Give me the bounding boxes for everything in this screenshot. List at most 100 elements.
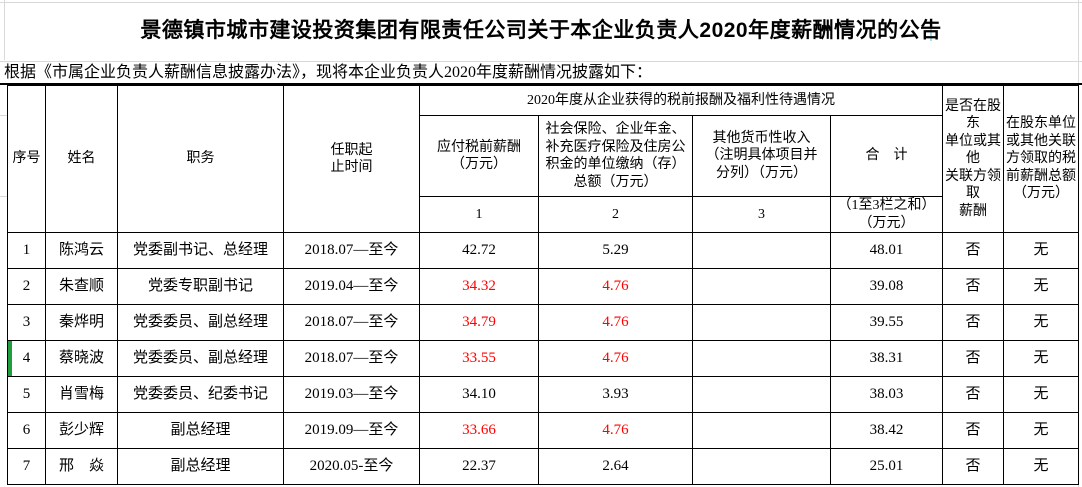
header-term[interactable]: 任职起 止时间 <box>283 85 420 233</box>
cell-insurance[interactable]: 4.76 <box>538 268 693 305</box>
header-insurance[interactable]: 社会保险、企业年金、 补充医疗保险及住房公 积金的单位缴纳（存） 总额（万元） <box>538 115 693 197</box>
cell-title[interactable]: 党委委员、副总经理 <box>117 304 284 341</box>
cell-total[interactable]: 38.03 <box>830 376 943 413</box>
cell-term[interactable]: 2020.05-至今 <box>283 448 420 485</box>
cell-related-amount[interactable]: 无 <box>1003 232 1079 269</box>
cell-total[interactable]: 39.55 <box>830 304 943 341</box>
cell-related[interactable]: 否 <box>942 340 1004 377</box>
cell-other[interactable] <box>692 412 831 449</box>
cell-related-amount[interactable]: 无 <box>1003 340 1079 377</box>
header-name[interactable]: 姓名 <box>45 85 118 233</box>
table-row: 2 朱查顺 党委专职副书记 2019.04—至今 34.32 4.76 39.08 否无 <box>7 268 1079 305</box>
cell-other[interactable] <box>692 376 831 413</box>
cell-related[interactable]: 否 <box>942 232 1004 269</box>
cell-no[interactable]: 1 <box>7 232 46 269</box>
cell-term[interactable]: 2019.03—至今 <box>283 376 420 413</box>
cell-insurance[interactable]: 3.93 <box>538 376 693 413</box>
cell-salary[interactable]: 34.79 <box>419 304 539 341</box>
cell-name[interactable]: 陈鸿云 <box>45 232 118 269</box>
header-related-amount[interactable]: 在股东单位 或其他关联 方领取的税 前薪酬总额 （万元） <box>1003 85 1079 233</box>
cell-related-amount[interactable]: 无 <box>1003 304 1079 341</box>
cell-term[interactable]: 2018.07—至今 <box>283 232 420 269</box>
cell-name[interactable]: 蔡晓波 <box>45 340 118 377</box>
cell-other[interactable] <box>692 268 831 305</box>
cell-related-amount[interactable]: 无 <box>1003 268 1079 305</box>
cell-related[interactable]: 否 <box>942 448 1004 485</box>
cell-term[interactable]: 2019.04—至今 <box>283 268 420 305</box>
cell-insurance[interactable]: 5.29 <box>538 232 693 269</box>
cell-related-amount[interactable]: 无 <box>1003 376 1079 413</box>
table-row: 5 肖雪梅 党委委员、纪委书记 2019.03—至今 34.10 3.93 38.03 否无 <box>7 376 1079 413</box>
cell-total[interactable]: 25.01 <box>830 448 943 485</box>
gridline <box>0 196 7 197</box>
cell-other[interactable] <box>692 340 831 377</box>
header-related[interactable]: 是否在股东 单位或其他 关联方领取 薪酬 <box>942 85 1004 233</box>
header-title[interactable]: 职务 <box>117 85 284 233</box>
cell-other[interactable] <box>692 304 831 341</box>
cell-insurance[interactable]: 4.76 <box>538 304 693 341</box>
cell-related-amount[interactable]: 无 <box>1003 412 1079 449</box>
cell-title[interactable]: 党委委员、纪委书记 <box>117 376 284 413</box>
cell-related[interactable]: 否 <box>942 268 1004 305</box>
cell-no[interactable]: 2 <box>7 268 46 305</box>
cell-salary[interactable]: 22.37 <box>419 448 539 485</box>
table-row: 1 陈鸿云 党委副书记、总经理 2018.07—至今 42.72 5.29 48.01 否无 <box>7 232 1079 269</box>
cell-total[interactable]: 38.31 <box>830 340 943 377</box>
gridline <box>1078 0 1079 487</box>
cell-name[interactable]: 肖雪梅 <box>45 376 118 413</box>
cell-insurance[interactable]: 4.76 <box>538 412 693 449</box>
header-compensation-group[interactable]: 2020年度从企业获得的税前报酬及福利性待遇情况 <box>419 85 943 116</box>
cell-other[interactable] <box>692 448 831 485</box>
table-row: 6 彭少辉 副总经理 2019.09—至今 33.66 4.76 38.42 否无 <box>7 412 1079 449</box>
cell-name[interactable]: 秦烨明 <box>45 304 118 341</box>
cell-name[interactable]: 彭少辉 <box>45 412 118 449</box>
cell-title[interactable]: 党委委员、副总经理 <box>117 340 284 377</box>
header-salary[interactable]: 应付税前薪酬 （万元） <box>419 115 539 197</box>
cell-term[interactable]: 2019.09—至今 <box>283 412 420 449</box>
header-col1[interactable]: 1 <box>419 196 539 233</box>
header-other[interactable]: 其他货币性收入 （注明具体项目并 分列）（万元） <box>692 115 831 197</box>
cell-other[interactable] <box>692 232 831 269</box>
cell-total[interactable]: 39.08 <box>830 268 943 305</box>
gridline <box>0 61 1082 62</box>
text-cursor-artifact <box>930 25 932 41</box>
cell-title[interactable]: 副总经理 <box>117 412 284 449</box>
subtitle: 根据《市属企业负责人薪酬信息披露办法》，现将本企业负责人2020年度薪酬情况披露… <box>4 64 653 81</box>
cell-related-amount[interactable]: 无 <box>1003 448 1079 485</box>
cell-no[interactable]: 5 <box>7 376 46 413</box>
cell-related[interactable]: 否 <box>942 412 1004 449</box>
cell-no[interactable]: 4 <box>7 340 46 377</box>
cell-no[interactable]: 6 <box>7 412 46 449</box>
cell-related[interactable]: 否 <box>942 304 1004 341</box>
cell-name[interactable]: 朱查顺 <box>45 268 118 305</box>
cell-salary[interactable]: 33.66 <box>419 412 539 449</box>
header-total-note[interactable]: （1至3栏之和） （万元） <box>830 196 943 233</box>
table-body: 1 陈鸿云 党委副书记、总经理 2018.07—至今 42.72 5.29 48.01 否无 2… <box>7 232 1079 485</box>
cell-no[interactable]: 3 <box>7 304 46 341</box>
cell-related[interactable]: 否 <box>942 376 1004 413</box>
header-no[interactable]: 序号 <box>7 85 46 233</box>
header-col3[interactable]: 3 <box>692 196 831 233</box>
cell-title[interactable]: 党委副书记、总经理 <box>117 232 284 269</box>
cell-name[interactable]: 邢 焱 <box>45 448 118 485</box>
table-row: 3 秦烨明 党委委员、副总经理 2018.07—至今 34.79 4.76 39.55 否无 <box>7 304 1079 341</box>
cell-no[interactable]: 7 <box>7 448 46 485</box>
cell-total[interactable]: 48.01 <box>830 232 943 269</box>
cell-term[interactable]: 2018.07—至今 <box>283 340 420 377</box>
cell-insurance[interactable]: 2.64 <box>538 448 693 485</box>
cell-title[interactable]: 副总经理 <box>117 448 284 485</box>
table-row: 4 蔡晓波 党委委员、副总经理 2018.07—至今 33.55 4.76 38.31 否无 <box>7 340 1079 377</box>
cell-salary[interactable]: 42.72 <box>419 232 539 269</box>
cell-term[interactable]: 2018.07—至今 <box>283 304 420 341</box>
header-col2[interactable]: 2 <box>538 196 693 233</box>
table-top-border <box>0 83 1082 85</box>
header-total[interactable]: 合 计 <box>830 115 943 197</box>
page-title: 景德镇市城市建设投资集团有限责任公司关于本企业负责人2020年度薪酬情况的公告 <box>140 19 942 42</box>
cell-salary[interactable]: 34.32 <box>419 268 539 305</box>
cell-title[interactable]: 党委专职副书记 <box>117 268 284 305</box>
cell-total[interactable]: 38.42 <box>830 412 943 449</box>
cell-salary[interactable]: 34.10 <box>419 376 539 413</box>
cell-insurance[interactable]: 4.76 <box>538 340 693 377</box>
cell-salary[interactable]: 33.55 <box>419 340 539 377</box>
